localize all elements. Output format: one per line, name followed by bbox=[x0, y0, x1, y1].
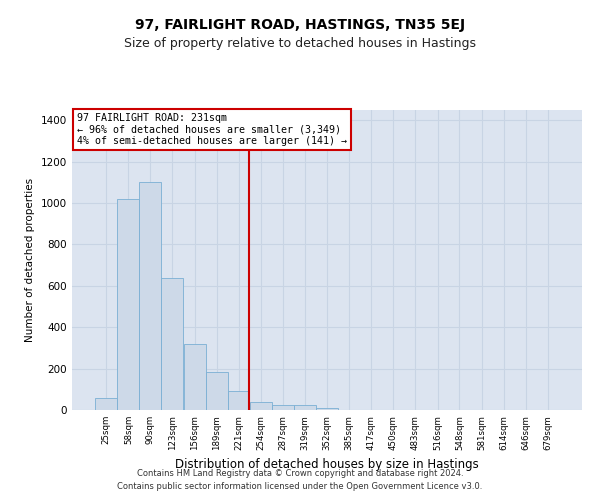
Bar bbox=[184, 344, 206, 410]
Bar bbox=[206, 372, 228, 410]
Bar bbox=[139, 182, 161, 410]
Y-axis label: Number of detached properties: Number of detached properties bbox=[25, 178, 35, 342]
Bar bbox=[316, 408, 338, 410]
Bar bbox=[272, 406, 294, 410]
Text: 97 FAIRLIGHT ROAD: 231sqm
← 96% of detached houses are smaller (3,349)
4% of sem: 97 FAIRLIGHT ROAD: 231sqm ← 96% of detac… bbox=[77, 113, 347, 146]
X-axis label: Distribution of detached houses by size in Hastings: Distribution of detached houses by size … bbox=[175, 458, 479, 471]
Bar bbox=[95, 398, 117, 410]
Bar bbox=[250, 402, 272, 410]
Text: Contains HM Land Registry data © Crown copyright and database right 2024.: Contains HM Land Registry data © Crown c… bbox=[137, 468, 463, 477]
Bar bbox=[294, 406, 316, 410]
Bar bbox=[161, 278, 183, 410]
Text: Contains public sector information licensed under the Open Government Licence v3: Contains public sector information licen… bbox=[118, 482, 482, 491]
Text: Size of property relative to detached houses in Hastings: Size of property relative to detached ho… bbox=[124, 38, 476, 51]
Bar bbox=[227, 392, 250, 410]
Text: 97, FAIRLIGHT ROAD, HASTINGS, TN35 5EJ: 97, FAIRLIGHT ROAD, HASTINGS, TN35 5EJ bbox=[135, 18, 465, 32]
Bar bbox=[118, 199, 139, 410]
